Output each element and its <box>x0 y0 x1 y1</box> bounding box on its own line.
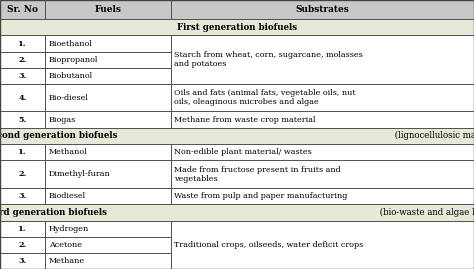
Bar <box>171 144 474 160</box>
Bar <box>171 160 474 188</box>
Text: Second generation biofuels: Second generation biofuels <box>0 131 118 140</box>
Bar <box>0 111 45 128</box>
Text: Sr. No: Sr. No <box>7 5 38 14</box>
Bar <box>0 36 45 52</box>
Bar <box>0 160 45 188</box>
Bar <box>0 128 474 144</box>
Text: 1.: 1. <box>18 225 27 233</box>
Text: Bioethanol: Bioethanol <box>49 40 92 48</box>
Bar <box>0 188 45 204</box>
Text: Traditional crops, oilseeds, water deficit crops: Traditional crops, oilseeds, water defic… <box>174 241 364 249</box>
Text: Third generation biofuels: Third generation biofuels <box>0 208 107 217</box>
Bar <box>45 84 171 111</box>
Text: Dimethyl-furan: Dimethyl-furan <box>49 170 110 178</box>
Text: First generation biofuels: First generation biofuels <box>177 23 297 32</box>
Bar <box>171 84 474 111</box>
Bar <box>171 111 474 128</box>
Bar <box>0 204 474 221</box>
Bar <box>0 144 45 160</box>
Text: 3.: 3. <box>18 192 27 200</box>
Bar <box>0 237 45 253</box>
Bar <box>0 84 45 111</box>
Bar <box>45 36 171 52</box>
Text: 2.: 2. <box>18 241 27 249</box>
Bar <box>45 52 171 68</box>
Text: Non-edible plant material/ wastes: Non-edible plant material/ wastes <box>174 148 312 156</box>
Text: Acetone: Acetone <box>49 241 82 249</box>
Bar <box>0 19 474 36</box>
Text: Starch from wheat, corn, sugarcane, molasses
and potatoes: Starch from wheat, corn, sugarcane, mola… <box>174 51 363 68</box>
Bar <box>45 237 171 253</box>
Bar <box>45 253 171 269</box>
Bar <box>171 221 474 269</box>
Text: (bio-waste and algae based): (bio-waste and algae based) <box>377 208 474 217</box>
Text: Biopropanol: Biopropanol <box>49 56 98 64</box>
Text: 2.: 2. <box>18 170 27 178</box>
Bar <box>0 68 45 84</box>
Text: Biogas: Biogas <box>49 115 76 123</box>
Bar <box>171 36 474 84</box>
Bar <box>0 253 45 269</box>
Bar <box>45 68 171 84</box>
Text: 3.: 3. <box>18 72 27 80</box>
Text: Methanol: Methanol <box>49 148 87 156</box>
Text: Methane: Methane <box>49 257 85 265</box>
Bar <box>0 52 45 68</box>
Text: Biodiesel: Biodiesel <box>49 192 86 200</box>
Text: 5.: 5. <box>18 115 27 123</box>
Text: 3.: 3. <box>18 257 27 265</box>
Text: 1.: 1. <box>18 40 27 48</box>
Bar <box>45 188 171 204</box>
Text: Biobutanol: Biobutanol <box>49 72 93 80</box>
Bar <box>0 0 45 19</box>
Text: Oils and fats (animal fats, vegetable oils, nut
oils, oleaginous microbes and al: Oils and fats (animal fats, vegetable oi… <box>174 89 356 106</box>
Bar <box>45 111 171 128</box>
Bar <box>0 221 45 237</box>
Bar <box>45 160 171 188</box>
Bar <box>45 0 171 19</box>
Text: Substrates: Substrates <box>295 5 349 14</box>
Bar <box>45 144 171 160</box>
Text: 2.: 2. <box>18 56 27 64</box>
Bar <box>171 188 474 204</box>
Text: Made from fructose present in fruits and
vegetables: Made from fructose present in fruits and… <box>174 165 341 183</box>
Text: (lignocellulosic material): (lignocellulosic material) <box>392 131 474 140</box>
Text: 1.: 1. <box>18 148 27 156</box>
Text: Fuels: Fuels <box>94 5 121 14</box>
Bar <box>45 221 171 237</box>
Bar <box>171 0 474 19</box>
Text: Waste from pulp and paper manufacturing: Waste from pulp and paper manufacturing <box>174 192 348 200</box>
Text: Hydrogen: Hydrogen <box>49 225 89 233</box>
Text: Bio-diesel: Bio-diesel <box>49 94 89 102</box>
Text: Methane from waste crop material: Methane from waste crop material <box>174 115 316 123</box>
Text: 4.: 4. <box>18 94 27 102</box>
